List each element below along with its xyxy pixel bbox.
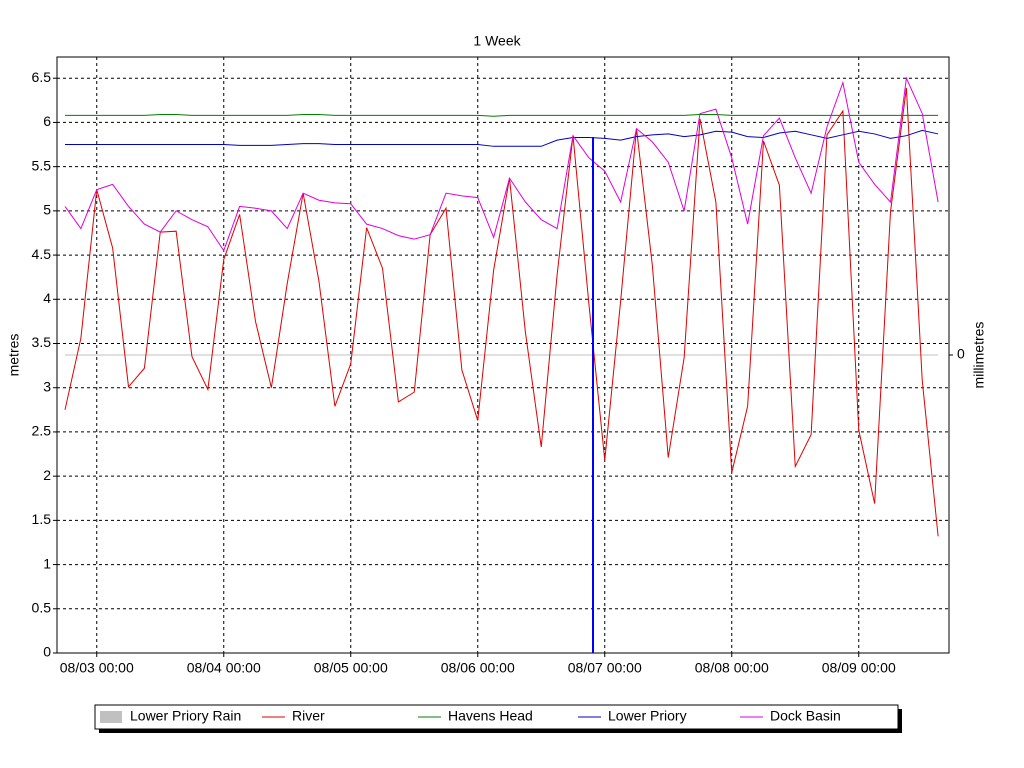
- series-lines: [64, 76, 939, 537]
- x-tick-label: 08/08 00:00: [695, 660, 769, 676]
- x-tick-label: 08/05 00:00: [314, 660, 388, 676]
- y-tick-label: 4.5: [32, 246, 52, 262]
- y-tick-label: 2: [43, 467, 51, 483]
- y-tick-label: 1: [43, 555, 51, 571]
- y2-axis-label: millimetres: [971, 322, 987, 389]
- x-tick-label: 08/04 00:00: [187, 660, 261, 676]
- x-tick-label: 08/09 00:00: [822, 660, 896, 676]
- legend-swatch: [100, 711, 122, 723]
- legend: [94, 704, 899, 730]
- series-line: [65, 129, 939, 147]
- y-tick-label: 0: [43, 644, 51, 660]
- y-tick-label: 5: [43, 202, 51, 218]
- series-line: [64, 87, 939, 537]
- y-tick-label: 0.5: [32, 599, 52, 615]
- y-tick-label: 3: [43, 378, 51, 394]
- legend-label: Dock Basin: [770, 708, 841, 724]
- y2-tick-label: 0: [957, 346, 965, 362]
- y-tick-label: 6: [43, 113, 51, 129]
- legend-items: Lower Priory Rain River Havens Head Lower P…: [100, 708, 841, 724]
- y-tick-label: 5.5: [32, 157, 52, 173]
- x-tick-label: 08/07 00:00: [568, 660, 642, 676]
- y-tick-label: 4: [43, 290, 51, 306]
- x-tick-label: 08/06 00:00: [441, 660, 515, 676]
- x-tick-label: 08/03 00:00: [60, 660, 134, 676]
- legend-label: Lower Priory: [608, 708, 687, 724]
- grid: 0 0.5 1 1.5 2 2.5 3 3.5 4 4.5 5 5.5 6 6.5 0 08/03 00:00…: [32, 57, 965, 676]
- series-line: [65, 113, 939, 117]
- y-tick-label: 3.5: [32, 334, 52, 350]
- legend-label: Havens Head: [448, 708, 533, 724]
- y-tick-label: 6.5: [32, 69, 52, 85]
- legend-label: River: [292, 708, 325, 724]
- y-tick-label: 2.5: [32, 423, 52, 439]
- legend-label: Lower Priory Rain: [130, 708, 241, 724]
- y-tick-label: 1.5: [32, 511, 52, 527]
- chart-title: 1 Week: [473, 33, 521, 49]
- y-axis-label: metres: [6, 334, 22, 377]
- series-line: [64, 76, 939, 252]
